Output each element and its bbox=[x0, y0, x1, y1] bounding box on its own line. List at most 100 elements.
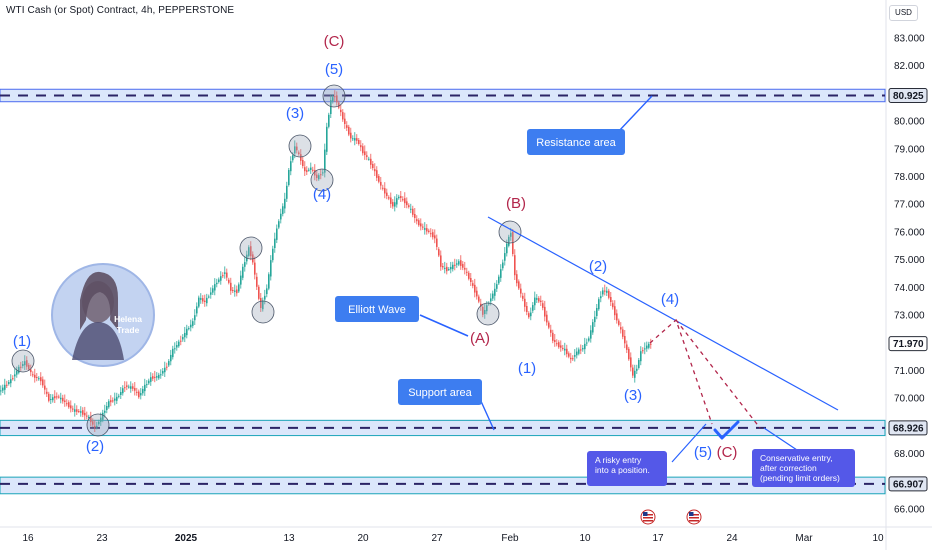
candle-body bbox=[338, 102, 340, 108]
candle-body bbox=[224, 272, 226, 274]
candle-body bbox=[524, 298, 526, 307]
candle-body bbox=[154, 376, 156, 378]
candle-body bbox=[374, 169, 376, 172]
price-tag-label: 66.907 bbox=[893, 479, 924, 490]
candle-body bbox=[532, 305, 534, 311]
candle-body bbox=[436, 238, 438, 247]
candle-body bbox=[494, 288, 496, 296]
time-tick-label: 20 bbox=[357, 533, 369, 544]
time-tick-label: Feb bbox=[501, 533, 519, 544]
candle-body bbox=[8, 382, 10, 384]
candle-body bbox=[104, 410, 106, 413]
candle-body bbox=[198, 297, 200, 307]
candle-body bbox=[250, 246, 252, 257]
candle-body bbox=[486, 305, 488, 312]
price-tick-label: 76.000 bbox=[894, 227, 925, 238]
candle-body bbox=[12, 378, 14, 380]
candle-body bbox=[114, 398, 116, 401]
candle-body bbox=[372, 164, 374, 168]
candle-body bbox=[80, 411, 82, 413]
candle-body bbox=[468, 272, 470, 279]
candle-body bbox=[138, 391, 140, 398]
candle-body bbox=[132, 386, 134, 389]
candle-body bbox=[342, 112, 344, 120]
candle-body bbox=[444, 267, 446, 269]
wave-label: (3) bbox=[286, 105, 304, 122]
currency-selector[interactable]: USD bbox=[889, 5, 918, 21]
candle-body bbox=[300, 154, 302, 161]
candle-body bbox=[440, 255, 442, 267]
candle-body bbox=[304, 167, 306, 172]
candle-body bbox=[498, 276, 500, 284]
candle-body bbox=[282, 206, 284, 214]
candle-body bbox=[26, 360, 28, 367]
support-callout-text: Support area bbox=[408, 387, 472, 399]
candle-body bbox=[604, 290, 606, 292]
candle-body bbox=[106, 406, 108, 410]
time-axis[interactable]: 16 23 2025 13 20 27 Feb 10 17 24 Mar 10 bbox=[0, 526, 932, 544]
candle-body bbox=[14, 374, 16, 377]
price-tag-box bbox=[888, 87, 928, 103]
candle-body bbox=[638, 360, 640, 368]
candle-body bbox=[66, 403, 68, 405]
candle-body bbox=[320, 174, 322, 176]
candle-body bbox=[404, 198, 406, 204]
candle-body bbox=[254, 262, 256, 275]
candle-body bbox=[572, 358, 574, 360]
candle-body bbox=[160, 374, 162, 376]
price-tick-label: 82.000 bbox=[894, 61, 925, 72]
candle-body bbox=[190, 324, 192, 328]
candle-body bbox=[576, 351, 578, 356]
candle-body bbox=[582, 348, 584, 350]
logo-text-2: Trade bbox=[117, 325, 140, 335]
candle-body bbox=[16, 370, 18, 375]
candle-body bbox=[650, 343, 652, 345]
candle-body bbox=[110, 400, 112, 403]
candle-body bbox=[506, 243, 508, 254]
resistance-callout-box bbox=[527, 129, 625, 155]
candle-body bbox=[288, 170, 290, 185]
candle-body bbox=[636, 368, 638, 371]
time-tick-label: 10 bbox=[579, 533, 591, 544]
price-axis[interactable]: 83.00082.00081.00080.00079.00078.00077.0… bbox=[885, 0, 925, 550]
candle-body bbox=[566, 348, 568, 355]
candle-body bbox=[22, 364, 24, 366]
candle-body bbox=[646, 345, 648, 349]
candle-body bbox=[614, 306, 616, 316]
logo-hair bbox=[80, 271, 118, 330]
candle-body bbox=[416, 219, 418, 222]
price-tag-box bbox=[888, 336, 928, 352]
candle-body bbox=[424, 228, 426, 230]
candle-body bbox=[292, 155, 294, 161]
candle-body bbox=[392, 202, 394, 207]
events-layer[interactable] bbox=[640, 509, 702, 525]
pivot-circle bbox=[251, 300, 275, 324]
price-tag-label: 68.926 bbox=[893, 423, 924, 434]
candle-body bbox=[78, 411, 80, 412]
candle-body bbox=[408, 205, 410, 207]
price-tags-layer: 80.925 71.970 68.926 66.907 bbox=[888, 87, 928, 492]
candle-body bbox=[86, 415, 88, 417]
flag-canton bbox=[643, 512, 648, 516]
candle-body bbox=[560, 345, 562, 348]
pivot-circle bbox=[11, 349, 35, 373]
price-tick-label: 75.000 bbox=[894, 255, 925, 266]
projection-path-2 bbox=[675, 319, 761, 429]
pivot-circle bbox=[310, 168, 334, 192]
candle-body bbox=[100, 417, 102, 422]
candle-body bbox=[518, 281, 520, 289]
candle-body bbox=[558, 342, 560, 348]
wave-label: (C) bbox=[324, 33, 345, 50]
wave-label: (1) bbox=[13, 333, 31, 350]
candle-body bbox=[624, 336, 626, 344]
candle-body bbox=[586, 342, 588, 344]
support-callout-box bbox=[398, 379, 482, 405]
candle-body bbox=[72, 408, 74, 410]
candle-body bbox=[176, 345, 178, 348]
candle-body bbox=[622, 329, 624, 337]
candle-body bbox=[318, 175, 320, 180]
candle-body bbox=[204, 300, 206, 302]
elliott-pointer bbox=[419, 314, 469, 337]
candle-body bbox=[46, 391, 48, 394]
